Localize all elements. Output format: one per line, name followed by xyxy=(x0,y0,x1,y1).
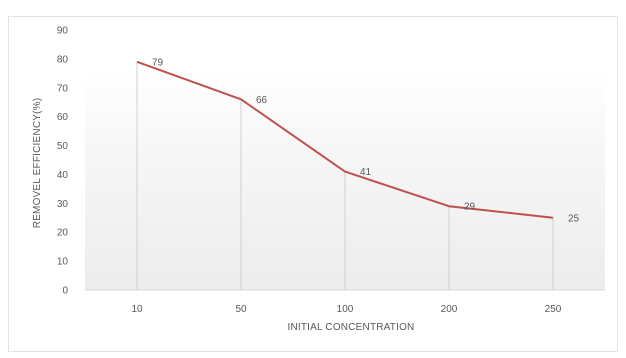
y-axis-title: REMOVEL EFFICIENCY(%) xyxy=(32,98,43,229)
x-tick-label: 50 xyxy=(235,304,247,315)
data-labels: 79 66 41 29 25 xyxy=(152,57,580,224)
y-tick-label: 90 xyxy=(57,26,69,37)
y-tick-label: 50 xyxy=(57,141,69,152)
y-tick-label: 60 xyxy=(57,112,69,123)
data-label: 79 xyxy=(152,57,164,68)
x-tick-label: 100 xyxy=(337,304,354,315)
data-label: 29 xyxy=(464,202,476,213)
x-axis-ticks: 10 50 100 200 250 xyxy=(131,304,561,315)
y-tick-label: 20 xyxy=(57,228,69,239)
x-tick-label: 200 xyxy=(441,304,458,315)
y-tick-label: 10 xyxy=(57,257,69,268)
y-tick-label: 0 xyxy=(62,286,68,297)
y-tick-label: 40 xyxy=(57,170,69,181)
y-axis-ticks: 0 10 20 30 40 50 60 70 80 90 xyxy=(57,26,69,297)
series-line xyxy=(136,60,554,219)
x-axis-title: INITIAL CONCENTRATION xyxy=(288,322,415,333)
y-tick-label: 80 xyxy=(57,54,69,65)
y-tick-label: 30 xyxy=(57,199,69,210)
data-label: 66 xyxy=(256,95,268,106)
x-tick-label: 10 xyxy=(131,304,143,315)
data-label: 25 xyxy=(568,213,580,224)
x-tick-label: 250 xyxy=(545,304,562,315)
data-label: 41 xyxy=(360,167,372,178)
drop-lines xyxy=(136,61,554,290)
y-tick-label: 70 xyxy=(57,83,69,94)
